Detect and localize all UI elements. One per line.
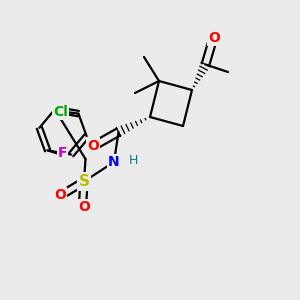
Text: F: F	[58, 146, 67, 161]
Text: O: O	[87, 139, 99, 152]
Text: O: O	[78, 200, 90, 214]
Text: Cl: Cl	[53, 105, 68, 119]
Text: O: O	[54, 188, 66, 202]
Text: O: O	[208, 31, 220, 44]
Text: S: S	[79, 174, 89, 189]
Text: N: N	[108, 155, 120, 169]
Text: H: H	[129, 154, 138, 167]
